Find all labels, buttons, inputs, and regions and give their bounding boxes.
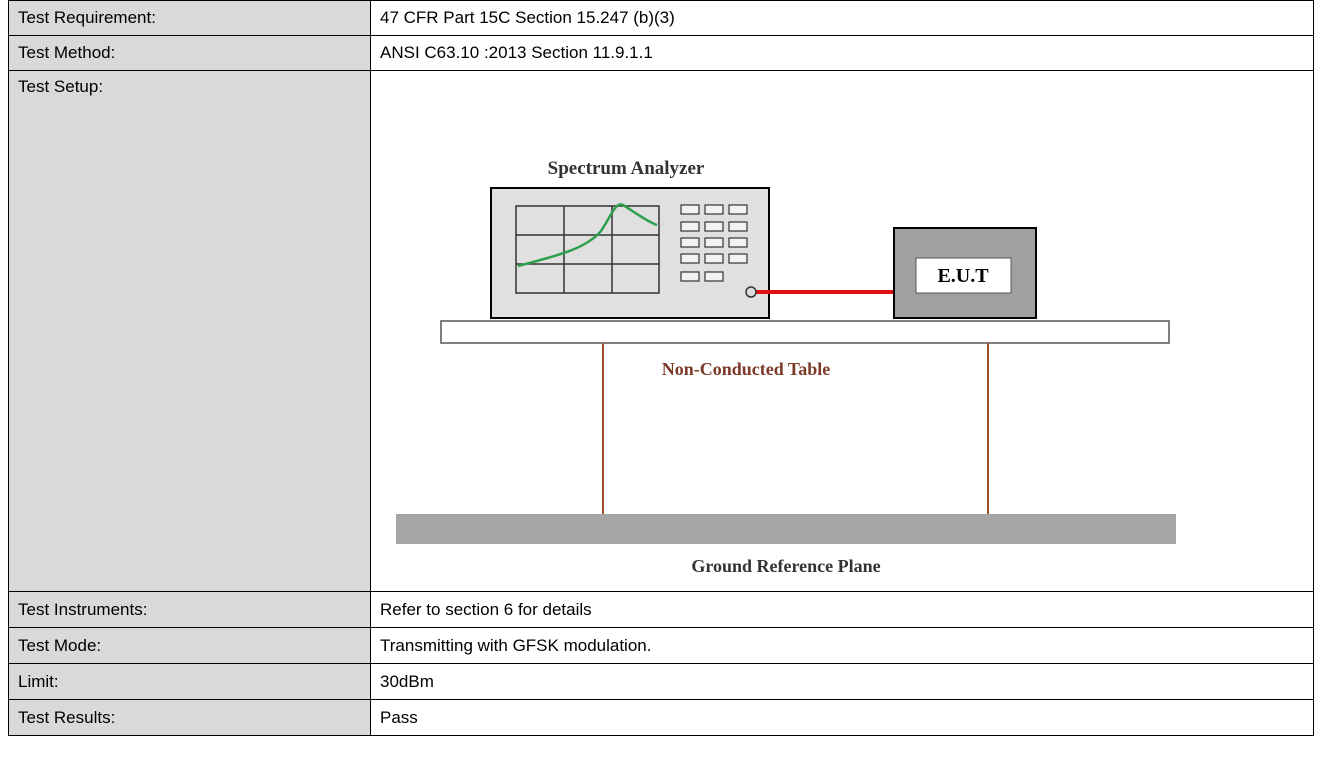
row-label: Test Setup: [8, 70, 371, 592]
eut-label-box [915, 257, 1012, 294]
row-label: Test Results: [8, 699, 371, 736]
table-top [440, 320, 1170, 344]
row: Test Method: ANSI C63.10 :2013 Section 11… [8, 35, 1314, 71]
eut-label: E.U.T [937, 265, 989, 287]
row-label: Test Mode: [8, 627, 371, 664]
buttons [680, 204, 748, 282]
row-label: Test Method: [8, 35, 371, 71]
row: Test Mode: Transmitting with GFSK modulat… [8, 627, 1314, 664]
setup-cell: Spectrum Analyzer [370, 70, 1314, 592]
row-value: Pass [370, 699, 1314, 736]
row-value: 47 CFR Part 15C Section 15.247 (b)(3) [370, 0, 1314, 36]
row-label: Test Instruments: [8, 591, 371, 628]
row-value: ANSI C63.10 :2013 Section 11.9.1.1 [370, 35, 1314, 71]
row: Test Results: Pass [8, 699, 1314, 736]
row-label: Test Requirement: [8, 0, 371, 36]
row-value: Refer to section 6 for details [370, 591, 1314, 628]
analyzer-box [490, 187, 770, 319]
row-label: Limit: [8, 663, 371, 700]
connector [745, 286, 757, 298]
row: Limit: 30dBm [8, 663, 1314, 700]
ground-plane [396, 514, 1176, 544]
row: Test Instruments: Refer to section 6 for … [8, 591, 1314, 628]
analyzer-screen [515, 205, 660, 294]
ground-label: Ground Reference Plane [691, 556, 880, 576]
test-table: Test Requirement: 47 CFR Part 15C Section… [8, 0, 1314, 736]
setup-diagram: Spectrum Analyzer [396, 158, 1176, 576]
table-label: Non-Conducted Table [662, 359, 831, 379]
row-value: 30dBm [370, 663, 1314, 700]
row-value: Transmitting with GFSK modulation. [370, 627, 1314, 664]
row: Test Requirement: 47 CFR Part 15C Section… [8, 0, 1314, 36]
row: Test Setup: Spectrum Analyzer [8, 70, 1314, 592]
trace [517, 203, 658, 268]
analyzer-title: Spectrum Analyzer [548, 158, 705, 179]
